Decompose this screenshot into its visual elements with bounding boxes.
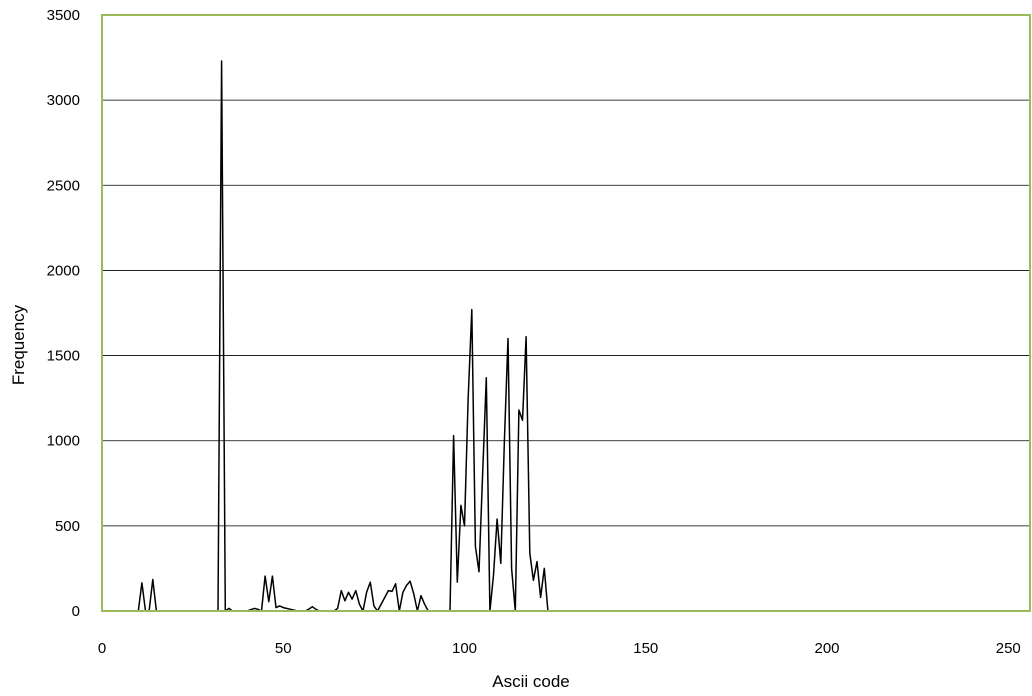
x-tick-label: 100: [452, 640, 477, 657]
x-tick-label: 200: [814, 640, 839, 657]
y-tick-label: 3000: [47, 92, 80, 109]
x-tick-label: 50: [275, 640, 292, 657]
y-tick-label: 500: [55, 518, 80, 535]
x-axis-label: Ascii code: [492, 672, 569, 691]
x-tick-label: 250: [996, 640, 1021, 657]
plot-area-border: [101, 14, 1031, 612]
x-tick-label: 150: [633, 640, 658, 657]
y-tick-label: 3500: [47, 7, 80, 24]
x-axis-ticks: 0 50 100 150 200 250: [98, 640, 1021, 657]
gridlines: [102, 99, 1030, 527]
y-tick-label: 2000: [47, 262, 80, 279]
y-tick-label: 2500: [47, 177, 80, 194]
y-tick-label: 1000: [47, 433, 80, 450]
frequency-line: [102, 60, 1030, 612]
y-tick-label: 1500: [47, 348, 80, 365]
y-axis-label: Frequency: [9, 304, 28, 385]
y-tick-label: 0: [72, 603, 80, 620]
x-tick-label: 0: [98, 640, 106, 657]
y-axis-ticks: 0 500 1000 1500 2000 2500 3000 3500: [47, 7, 80, 620]
